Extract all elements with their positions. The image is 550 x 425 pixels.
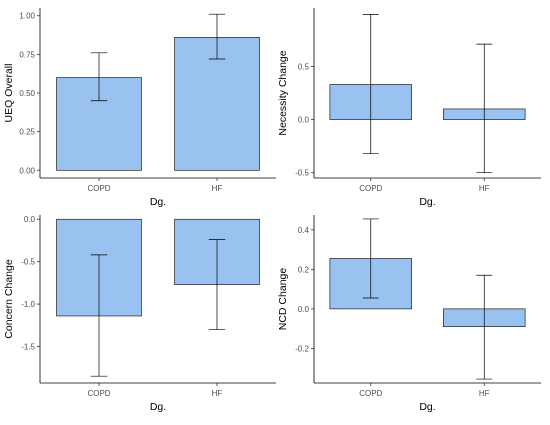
x-tick-label-hf: HF	[479, 184, 490, 193]
x-tick-label-copd: COPD	[359, 184, 382, 193]
error-bar-copd	[90, 254, 108, 377]
y-tick-label: 0.0	[24, 215, 36, 224]
error-bar-hf	[476, 274, 493, 380]
error-bar-hf	[208, 13, 226, 60]
x-axis-title: Dg.	[419, 401, 435, 413]
y-tick-label: 0.25	[19, 128, 35, 137]
x-tick-label-copd: COPD	[87, 184, 110, 193]
y-tick-label: -1.5	[21, 343, 35, 352]
error-bar-copd	[362, 14, 379, 154]
bar-hf	[174, 37, 260, 171]
y-tick-label: 0.5	[298, 62, 310, 71]
y-tick-label: 0.50	[19, 89, 35, 98]
y-axis-title: UEQ Overall	[3, 64, 15, 123]
y-tick-label: 0.2	[298, 265, 310, 274]
y-tick-label: -0.5	[21, 258, 35, 267]
x-tick-label-hf: HF	[212, 389, 223, 398]
x-tick-label-copd: COPD	[359, 389, 382, 398]
x-axis-title: Dg.	[150, 196, 166, 208]
chart-panel-4: 0.4 0.2 0.0 -0.2 COPD HF Dg. NCD Change	[277, 215, 541, 413]
x-tick-label-copd: COPD	[87, 389, 110, 398]
y-tick-label: 0.4	[298, 226, 310, 235]
x-tick-label-hf: HF	[479, 389, 490, 398]
y-tick-label: 0.75	[19, 50, 35, 59]
chart-panel-1: 0.00 0.25 0.50 0.75 1.00 COPD HF Dg. UEQ Overall	[3, 8, 276, 208]
error-bar-hf	[208, 239, 226, 330]
y-axis-title: NCD Change	[277, 268, 289, 331]
chart-panel-3: 0.0 -0.5 -1.0 -1.5 COPD HF Dg. Concern Change	[3, 215, 276, 413]
y-tick-label: -0.5	[295, 169, 309, 178]
y-axis-title: Necessity Change	[277, 50, 289, 135]
y-tick-label: 0.0	[298, 116, 310, 125]
x-axis-title: Dg.	[419, 196, 435, 208]
y-tick-label: 0.00	[19, 166, 35, 175]
chart-panel-2: -0.5 0.0 0.5 COPD HF Dg. Necessity Change	[277, 8, 541, 208]
y-tick-label: 0.0	[298, 305, 310, 314]
y-tick-label: 1.00	[19, 12, 35, 21]
y-tick-label: -0.2	[295, 344, 309, 353]
x-tick-label-hf: HF	[212, 184, 223, 193]
error-bar-hf	[476, 43, 493, 174]
y-axis-title: Concern Change	[3, 259, 15, 339]
error-bar-copd	[90, 52, 108, 102]
y-tick-label: -1.0	[21, 300, 35, 309]
x-axis-title: Dg.	[150, 401, 166, 413]
error-bar-copd	[362, 218, 379, 299]
